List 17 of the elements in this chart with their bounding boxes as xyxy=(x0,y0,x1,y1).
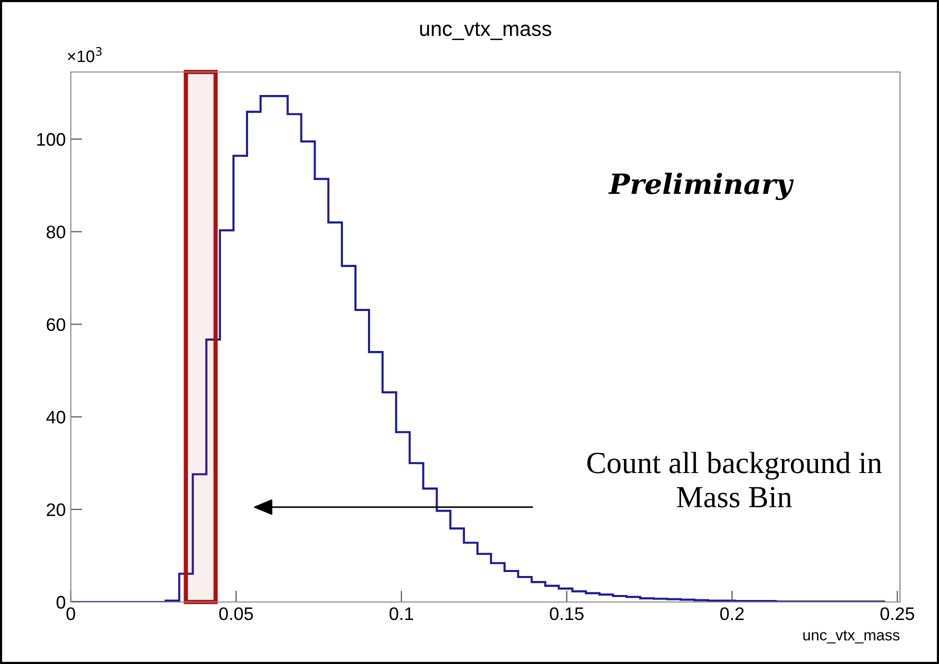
annotation: Count all background in Mass Bin xyxy=(587,452,882,508)
y-tick-label: 80 xyxy=(46,226,66,238)
x-tick-label: 0.2 xyxy=(720,607,744,620)
y-tick-label: 20 xyxy=(46,503,66,516)
x-tick-label: 0.1 xyxy=(390,607,414,620)
x-axis-title: unc_vtx_mass xyxy=(803,630,900,644)
annotation: Preliminary xyxy=(608,172,794,200)
y-tick-label: 60 xyxy=(46,318,66,331)
x-tick-label: 0.05 xyxy=(219,607,253,620)
text: ×10$^{3}$ xyxy=(68,47,102,62)
y-tick-label: 0 xyxy=(56,596,66,609)
x-tick-label: 0 xyxy=(66,607,76,620)
y-tick-label: 100 xyxy=(37,133,66,146)
chart-title: unc_vtx_mass xyxy=(420,22,552,40)
y-tick-label: 40 xyxy=(46,410,66,424)
x-tick-label: 0.15 xyxy=(550,607,584,620)
x-tick-label: 0.25 xyxy=(880,607,914,620)
